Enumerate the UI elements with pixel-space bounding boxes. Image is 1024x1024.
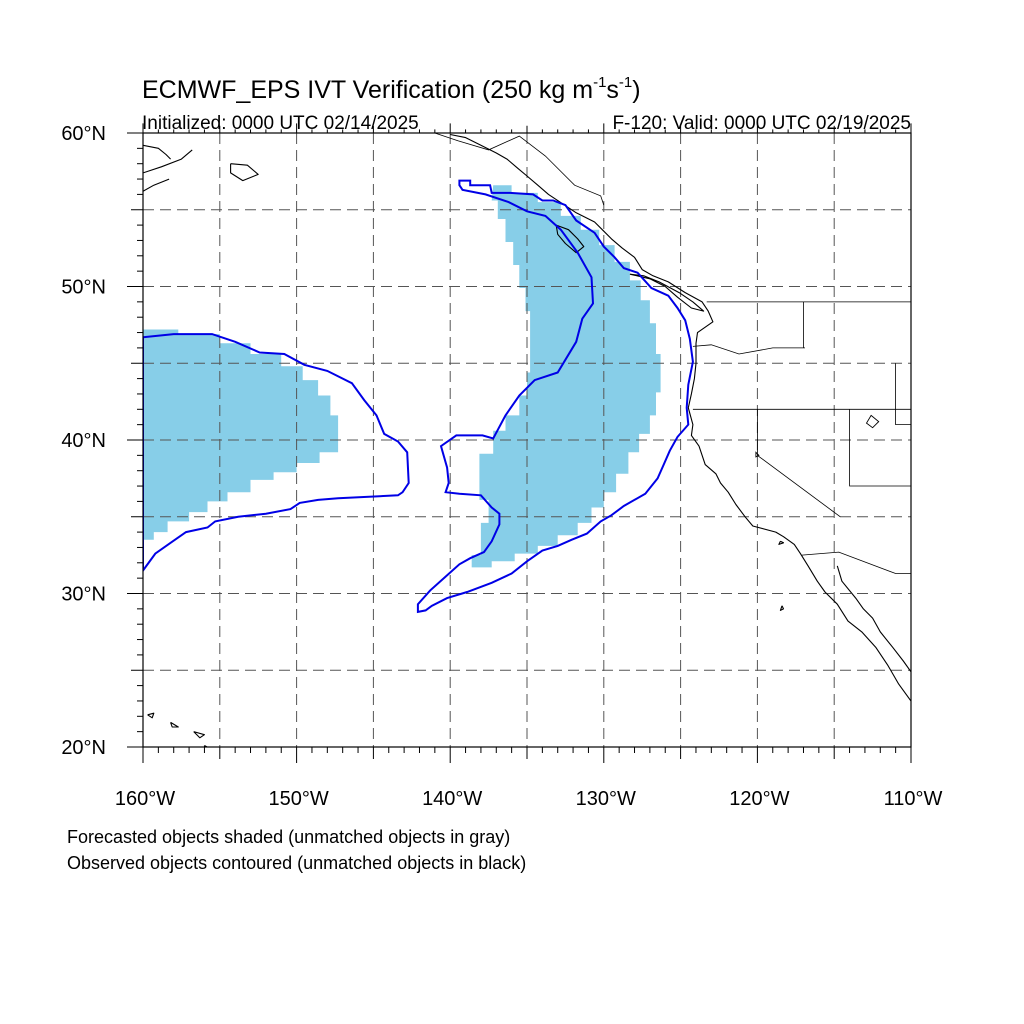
- coastline: [629, 273, 705, 312]
- political-border: [801, 551, 911, 574]
- forecast-object-east: [471, 185, 661, 568]
- observed-objects-layer: [143, 179, 694, 614]
- lake-outline: [755, 451, 760, 458]
- lon-label-130w: 130°W: [576, 788, 636, 810]
- lat-label-50: 50°N: [61, 277, 106, 299]
- coastline: [147, 712, 155, 719]
- lat-label-60: 60°N: [61, 123, 106, 145]
- lon-label-120w: 120°W: [729, 788, 789, 810]
- figure-title: ECMWF_EPS IVT Verification (250 kg m-1s-…: [142, 74, 641, 104]
- lat-label-30: 30°N: [61, 584, 106, 606]
- political-border: [895, 363, 911, 425]
- lon-label-150w: 150°W: [268, 788, 328, 810]
- coastline: [555, 224, 585, 254]
- axis-ticks: [127, 123, 912, 763]
- observed-object-west: [143, 333, 410, 573]
- coastline: [778, 540, 785, 545]
- political-border: [849, 409, 911, 487]
- coastline: [836, 565, 911, 673]
- observed-object-east: [416, 179, 694, 614]
- coastline: [170, 721, 179, 728]
- lon-label-140w: 140°W: [422, 788, 482, 810]
- longitude-labels: 160°W 150°W 140°W 130°W 120°W 110°W: [115, 788, 943, 810]
- lon-label-160w: 160°W: [115, 788, 175, 810]
- coastline: [450, 133, 911, 702]
- footer-note-forecast: Forecasted objects shaded (unmatched obj…: [67, 827, 510, 847]
- political-border: [692, 344, 805, 355]
- geography-layer: [143, 133, 911, 747]
- lat-label-40: 40°N: [61, 430, 106, 452]
- political-border: [757, 409, 841, 518]
- coastline: [230, 163, 259, 182]
- forecast-objects-layer: [143, 185, 661, 568]
- coastline: [143, 144, 171, 160]
- lake-outline: [865, 414, 880, 429]
- coastline: [779, 605, 785, 611]
- lon-label-110w: 110°W: [884, 788, 943, 810]
- latitude-labels: 20°N 30°N 40°N 50°N 60°N: [61, 123, 106, 759]
- valid-time-label: F-120: Valid: 0000 UTC 02/19/2025: [612, 113, 911, 134]
- gridlines-layer: [143, 133, 911, 747]
- coastline: [143, 149, 193, 174]
- initialized-label: Initialized: 0000 UTC 02/14/2025: [142, 113, 419, 134]
- map-panel: [143, 133, 911, 747]
- lat-label-20: 20°N: [61, 737, 106, 759]
- political-border: [434, 133, 605, 206]
- coastline: [143, 178, 170, 192]
- forecast-object-west: [143, 329, 339, 540]
- coastline: [193, 731, 205, 739]
- footer-note-observed: Observed objects contoured (unmatched ob…: [67, 853, 526, 873]
